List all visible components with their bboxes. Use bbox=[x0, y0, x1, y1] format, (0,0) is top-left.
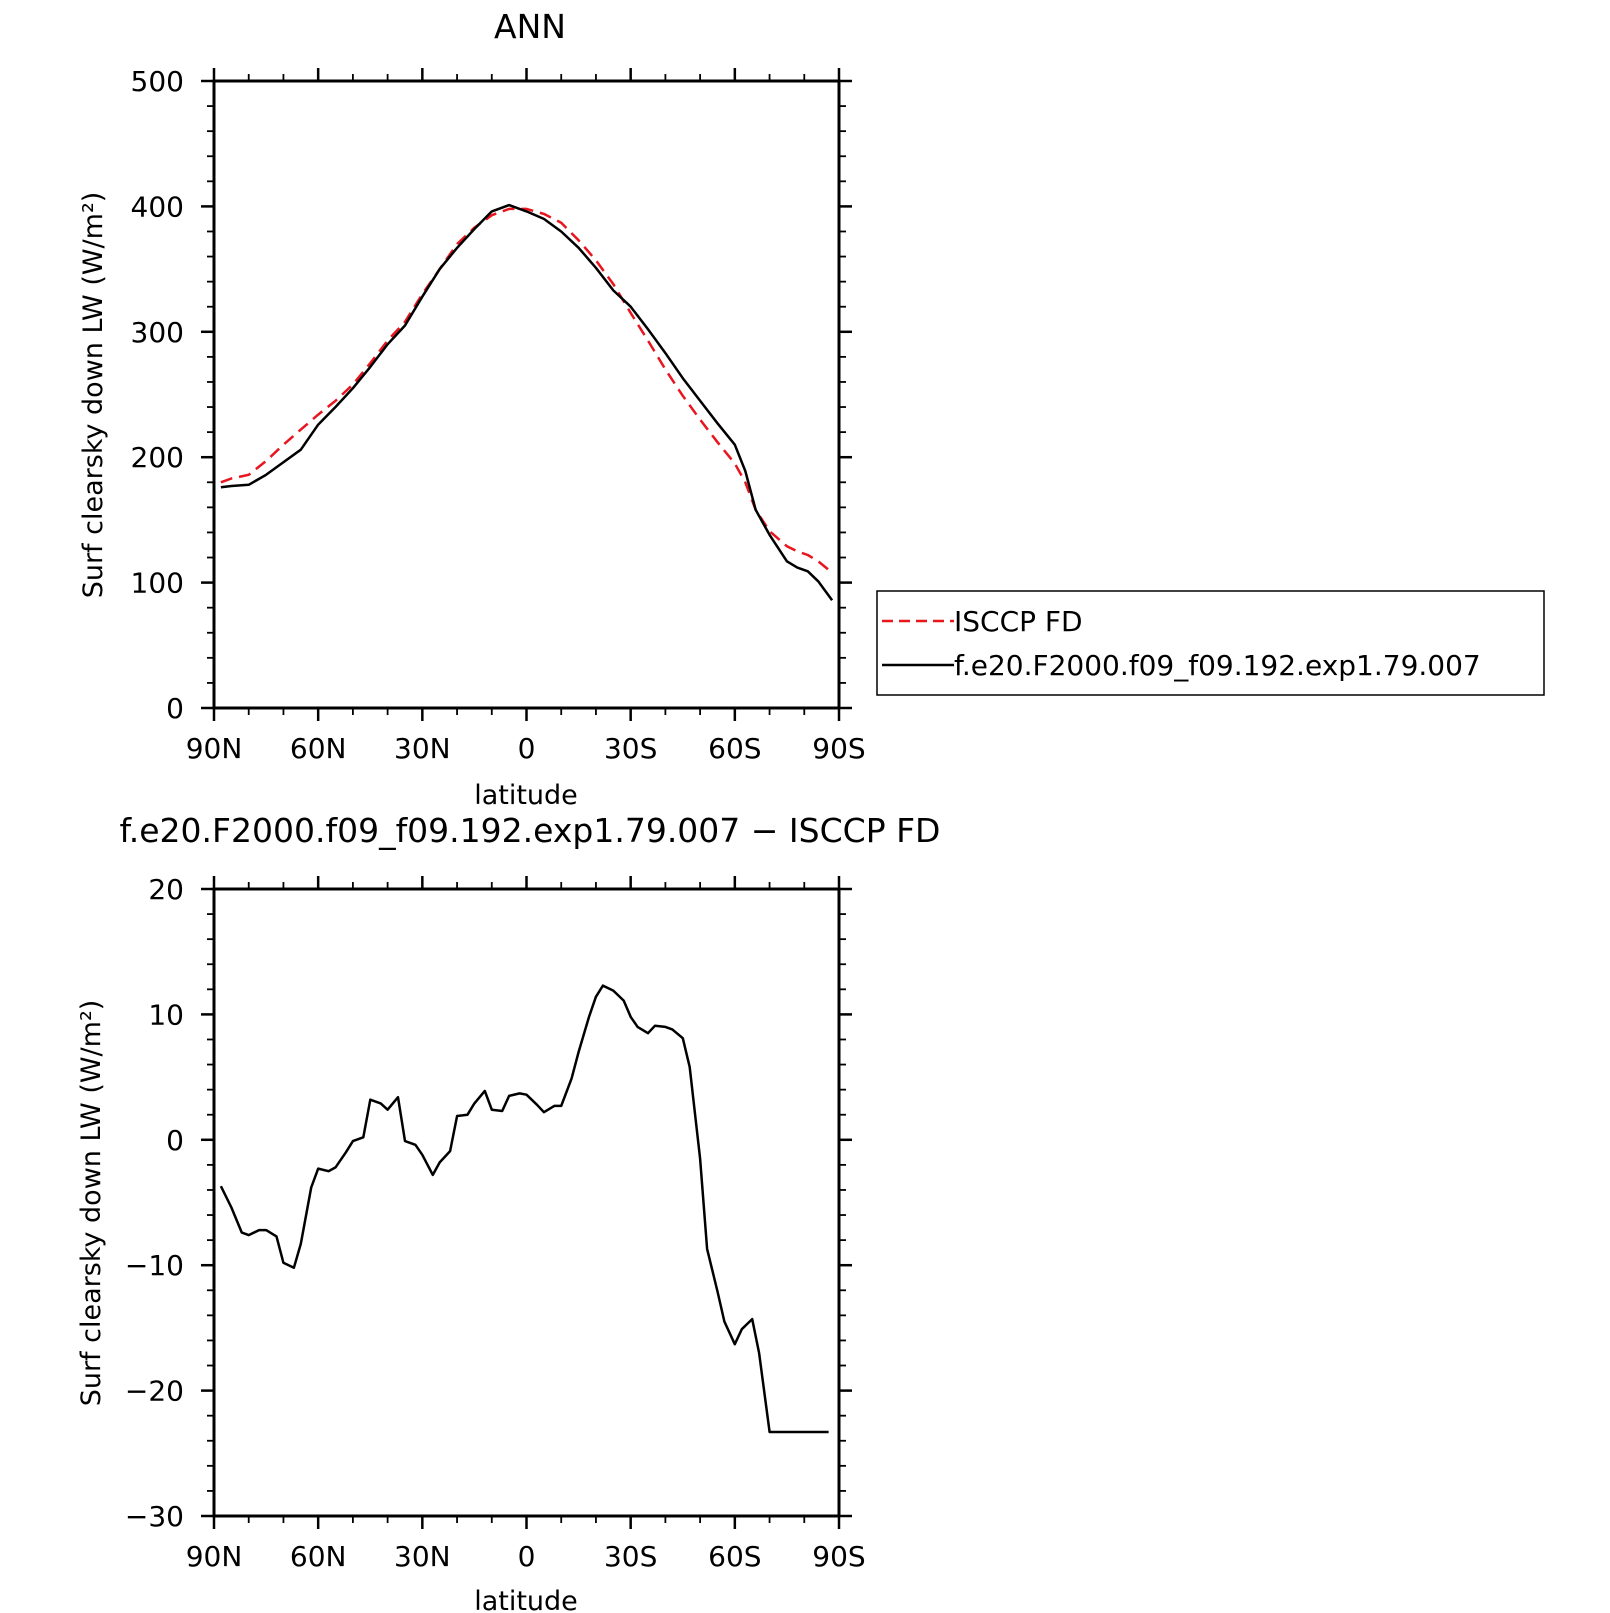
top-x-tick-label: 30S bbox=[604, 732, 657, 765]
bottom-series-line-0 bbox=[219, 984, 829, 1434]
top-y-tick-label: 500 bbox=[131, 65, 184, 98]
top-panel: ANN 90N 60N 30N 0 30S 60S 90S0100200300400500 … bbox=[78, 7, 866, 811]
bottom-panel-series bbox=[219, 984, 829, 1434]
legend-label-model: f.e20.F2000.f09_f09.192.exp1.79.007 bbox=[954, 649, 1481, 682]
top-x-tick-label: 60N bbox=[290, 732, 347, 765]
bottom-y-axis-title: Surf clearsky down LW (W/m²) bbox=[76, 1000, 107, 1407]
bottom-y-tick-label: −20 bbox=[125, 1375, 184, 1408]
bottom-y-tick-label: 0 bbox=[166, 1124, 184, 1157]
top-series-line-1 bbox=[220, 203, 834, 601]
bottom-y-tick-label: −30 bbox=[125, 1500, 184, 1533]
bottom-plot-frame bbox=[212, 887, 841, 1518]
bottom-x-tick-label: 0 bbox=[518, 1540, 536, 1573]
top-y-tick-label: 200 bbox=[131, 441, 184, 474]
bottom-x-tick-label: 90N bbox=[186, 1540, 243, 1573]
top-y-axis-title: Surf clearsky down LW (W/m²) bbox=[78, 192, 109, 599]
legend-label-isccp: ISCCP FD bbox=[954, 605, 1083, 638]
top-x-tick-label: 60S bbox=[708, 732, 761, 765]
bottom-y-tick-label: −10 bbox=[125, 1249, 184, 1282]
bottom-panel-title: f.e20.F2000.f09_f09.192.exp1.79.007 − IS… bbox=[120, 811, 941, 850]
top-panel-ticks: 90N 60N 30N 0 30S 60S 90S 0 100 200 300 400 500 bbox=[131, 65, 866, 765]
bottom-x-axis-title: latitude bbox=[474, 1586, 578, 1613]
top-x-tick-label: 90S bbox=[812, 732, 865, 765]
bottom-panel: f.e20.F2000.f09_f09.192.exp1.79.007 − IS… bbox=[76, 811, 940, 1613]
bottom-x-tick-label: 30S bbox=[604, 1540, 657, 1573]
top-panel-series bbox=[220, 203, 834, 601]
bottom-x-tick-label: 60S bbox=[708, 1540, 761, 1573]
top-x-tick-label: 30N bbox=[394, 732, 451, 765]
bottom-y-tick-label: 10 bbox=[148, 998, 184, 1031]
top-y-tick-label: 300 bbox=[131, 316, 184, 349]
top-x-tick-label: 0 bbox=[518, 732, 536, 765]
top-x-tick-label: 90N bbox=[186, 732, 243, 765]
bottom-panel-ticks: 90N 60N 30N 0 30S 60S 90S −30 −20 −10 0 10 20 bbox=[125, 873, 866, 1573]
top-panel-title: ANN bbox=[494, 7, 566, 46]
bottom-y-tick-label: 20 bbox=[148, 873, 184, 906]
top-y-tick-label: 400 bbox=[131, 190, 184, 223]
bottom-x-tick-label: 30N bbox=[394, 1540, 451, 1573]
top-y-tick-label: 0 bbox=[166, 692, 184, 725]
top-x-axis-title: latitude bbox=[474, 780, 578, 811]
legend: ISCCP FD f.e20.F2000.f09_f09.192.exp1.79… bbox=[876, 590, 1545, 696]
bottom-x-tick-label: 60N bbox=[290, 1540, 347, 1573]
legend-box bbox=[876, 590, 1545, 696]
top-plot-frame bbox=[212, 79, 841, 710]
top-series-line-0 bbox=[220, 207, 833, 574]
top-y-tick-label: 100 bbox=[131, 567, 184, 600]
bottom-x-tick-label: 90S bbox=[812, 1540, 865, 1573]
